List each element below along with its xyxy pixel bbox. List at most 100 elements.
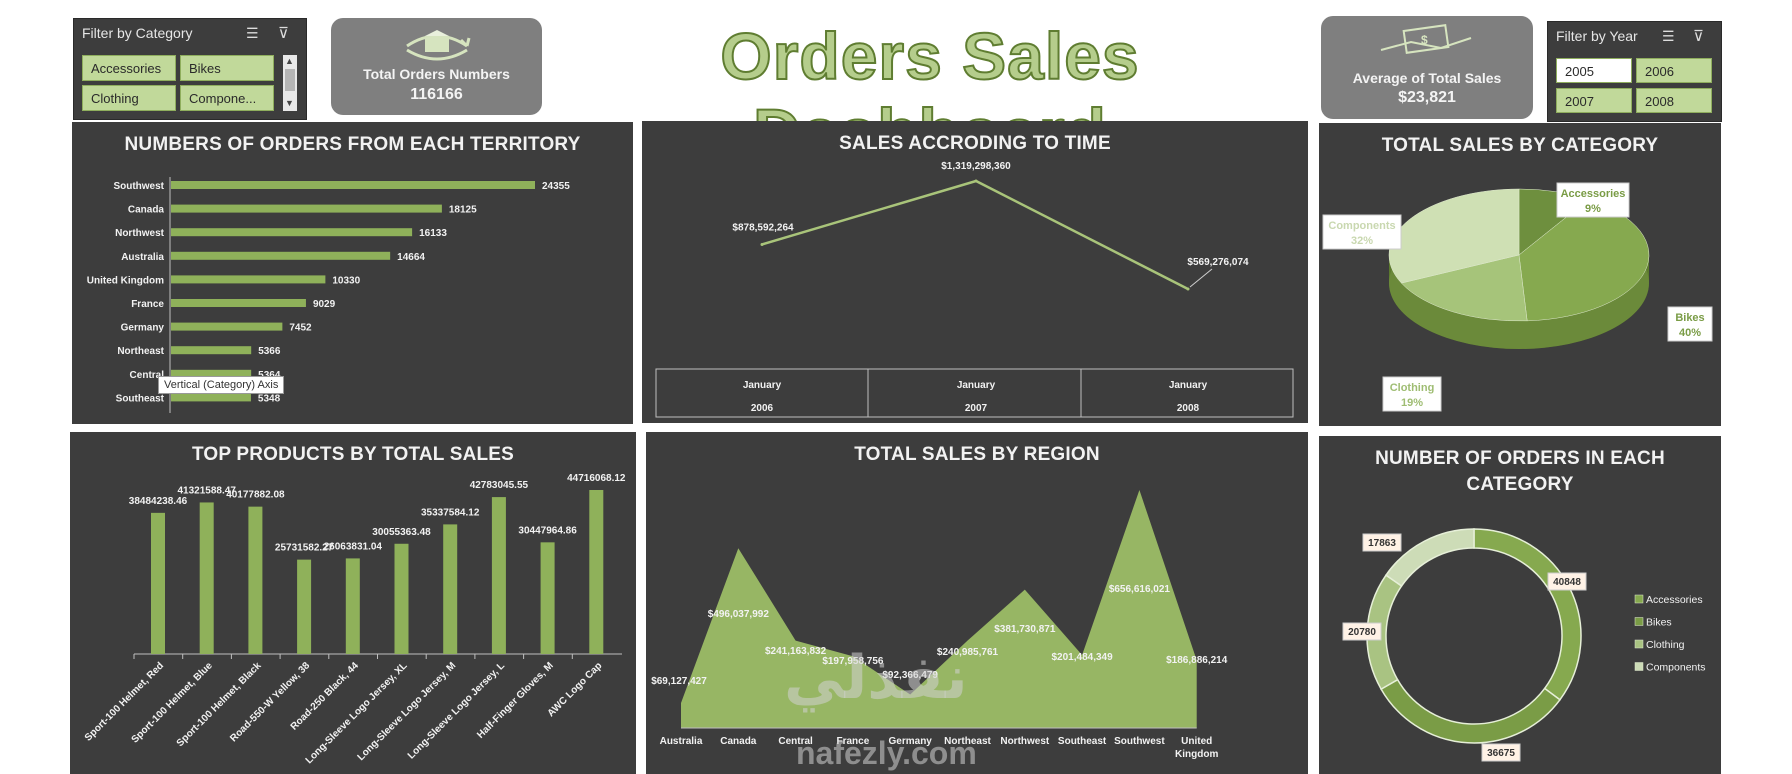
multi-select-icon[interactable]: ☰ [246, 25, 259, 41]
watermark-latin: nafezly.com [796, 735, 977, 771]
data-label-australia: $69,127,427 [651, 676, 707, 687]
bar-france [171, 299, 306, 307]
legend-swatch-accessories [1634, 594, 1644, 604]
scroll-thumb[interactable] [285, 69, 295, 91]
data-label-clothing: 20780 [1348, 627, 1376, 638]
category-slicer: Filter by Category ☰ ⊽ Accessories Bikes… [73, 18, 307, 120]
tick-label-southeast: Southeast [1058, 736, 1107, 747]
data-label-canada: $496,037,992 [708, 609, 770, 620]
tick-label-kingdom: Kingdom [1175, 749, 1218, 760]
tick-label-year-2008: 2008 [1177, 403, 1200, 414]
data-label-2006: $878,592,264 [732, 222, 794, 233]
data-label-bikes: 36675 [1487, 748, 1515, 759]
data-label-road-550-w-yellow-38: 25731582.27 [275, 543, 334, 554]
data-label-southwest: $656,616,021 [1109, 584, 1171, 595]
kpi-orders-label: Total Orders Numbers [363, 66, 510, 82]
sales-category-pie-chart: Accessories 9% Bikes 40% Clothing 19% Componen… [1322, 182, 1713, 412]
slice-label-accessories: Accessories [1561, 188, 1626, 200]
data-label-northeast: $240,985,761 [937, 647, 999, 658]
tick-label-australia: Australia [121, 252, 164, 263]
tick-label-united-kingdom: United Kingdom [87, 275, 164, 286]
legend-label-clothing: Clothing [1646, 639, 1685, 651]
slicer-item-2008[interactable]: 2008 [1636, 88, 1712, 113]
bar-sport-100-helmet-red [151, 512, 165, 654]
bar-half-finger-gloves-m [540, 542, 555, 654]
data-label-sport-100-helmet-blue: 41321588.47 [177, 485, 236, 496]
tick-label-year-2007: 2007 [965, 403, 988, 414]
bar-long-sleeve-logo-jersey-xl [394, 543, 409, 654]
slice-pct-clothing: 19% [1401, 397, 1423, 409]
slicer-item-accessories[interactable]: Accessories [82, 55, 176, 81]
bar-southwest [171, 181, 535, 189]
year-slicer: Filter by Year ☰ ⊽ 2005 2006 2007 2008 [1547, 21, 1722, 122]
label-box-accessories [1556, 182, 1630, 218]
data-label-accessories: 40848 [1553, 577, 1581, 588]
data-label-box-clothing [1342, 622, 1382, 641]
bar-road-250-black-44 [345, 558, 360, 654]
data-label-sport-100-helmet-red: 38484238.46 [129, 496, 188, 507]
sales-time-line-chart: $878,592,264 $1,319,298,360 $569,276,074 Ja… [655, 161, 1294, 418]
bar-southeast [171, 393, 251, 402]
legend-swatch-bikes [1634, 617, 1644, 626]
tick-label-month: January [957, 380, 996, 391]
category-slicer-title: Filter by Category [82, 25, 193, 41]
tick-label-month: January [1169, 380, 1208, 391]
data-label-2007: $1,319,298,360 [941, 161, 1011, 172]
pie-slice-clothing [1400, 254, 1528, 322]
data-label-2008: $569,276,074 [1187, 257, 1249, 268]
legend-label-components: Components [1646, 662, 1706, 674]
slicer-scrollbar[interactable]: ▲ ▼ [283, 55, 297, 111]
tick-label-central: Central [778, 736, 813, 747]
svg-text:$: $ [1421, 33, 1428, 47]
slicer-item-2005[interactable]: 2005 [1556, 58, 1632, 83]
slicer-item-2007[interactable]: 2007 [1556, 88, 1632, 113]
scroll-up-icon[interactable]: ▲ [285, 56, 294, 66]
top-products-panel: TOP PRODUCTS BY TOTAL SALES 38484238.46 S… [70, 432, 636, 774]
sales-area [681, 490, 1197, 728]
data-label-box-bikes [1481, 743, 1521, 762]
slice-pct-components: 32% [1351, 235, 1373, 247]
kpi-orders-value: 116166 [410, 86, 463, 103]
tick-label-sport-100-helmet-red: Sport-100 Helmet, Red [83, 660, 166, 743]
legend-label-bikes: Bikes [1646, 617, 1672, 629]
slicer-item-components[interactable]: Compone... [180, 85, 274, 111]
data-label-france: 9029 [313, 299, 336, 310]
bar-central [171, 369, 252, 378]
point-2008 [1186, 287, 1190, 291]
clear-filter-icon[interactable]: ⊽ [1693, 28, 1704, 45]
territory-orders-panel: NUMBERS OF ORDERS FROM EACH TERRITORY So… [72, 122, 633, 424]
slicer-item-clothing[interactable]: Clothing [82, 85, 176, 111]
multi-select-icon[interactable]: ☰ [1662, 28, 1675, 44]
data-label-central: $241,163,832 [765, 646, 827, 657]
bar-united-kingdom [171, 275, 326, 284]
tick-label-germany: Germany [889, 736, 933, 747]
data-label-sport-100-helmet-black: 40177882.08 [226, 490, 285, 501]
sales-category-title: TOTAL SALES BY CATEGORY [1381, 135, 1659, 156]
bar-awc-logo-cap [589, 490, 604, 654]
orders-box-icon [406, 30, 471, 61]
slice-label-clothing: Clothing [1390, 382, 1435, 394]
kpi-avg-label: Average of Total Sales [1352, 70, 1502, 86]
data-label-southwest: 24355 [542, 181, 570, 192]
slicer-item-bikes[interactable]: Bikes [180, 55, 274, 81]
year-slicer-title: Filter by Year [1556, 28, 1638, 44]
bar-sport-100-helmet-black [248, 506, 263, 654]
bar-australia [171, 251, 391, 260]
data-label-united-kingdom: $186,886,214 [1166, 655, 1228, 666]
tick-label-sport-100-helmet-blue: Sport-100 Helmet, Blue [130, 660, 215, 745]
data-label-long-sleeve-logo-jersey-m: 35337584.12 [421, 507, 480, 518]
clear-filter-icon[interactable]: ⊽ [278, 25, 289, 42]
x-axis-box [655, 368, 1294, 418]
tick-label-long-sleeve-logo-jersey-xl: Long-Sleeve Logo Jersey, XL [304, 660, 410, 766]
tick-label-month: January [743, 380, 782, 391]
slice-pct-bikes: 40% [1679, 327, 1701, 339]
point-2007 [974, 179, 978, 183]
tick-label-france: France [837, 736, 870, 747]
data-label-half-finger-gloves-m: 30447964.86 [518, 525, 577, 536]
scroll-down-icon[interactable]: ▼ [285, 98, 294, 108]
data-label-canada: 18125 [449, 205, 477, 216]
money-icon: $ [1380, 24, 1472, 54]
sales-region-panel: TOTAL SALES BY REGION $69,127,427 Austral… [646, 432, 1308, 774]
territory-bar-chart: Southwest 24355 Canada 18125 Northwest 16133 A… [87, 177, 570, 413]
slicer-item-2006[interactable]: 2006 [1636, 58, 1712, 83]
